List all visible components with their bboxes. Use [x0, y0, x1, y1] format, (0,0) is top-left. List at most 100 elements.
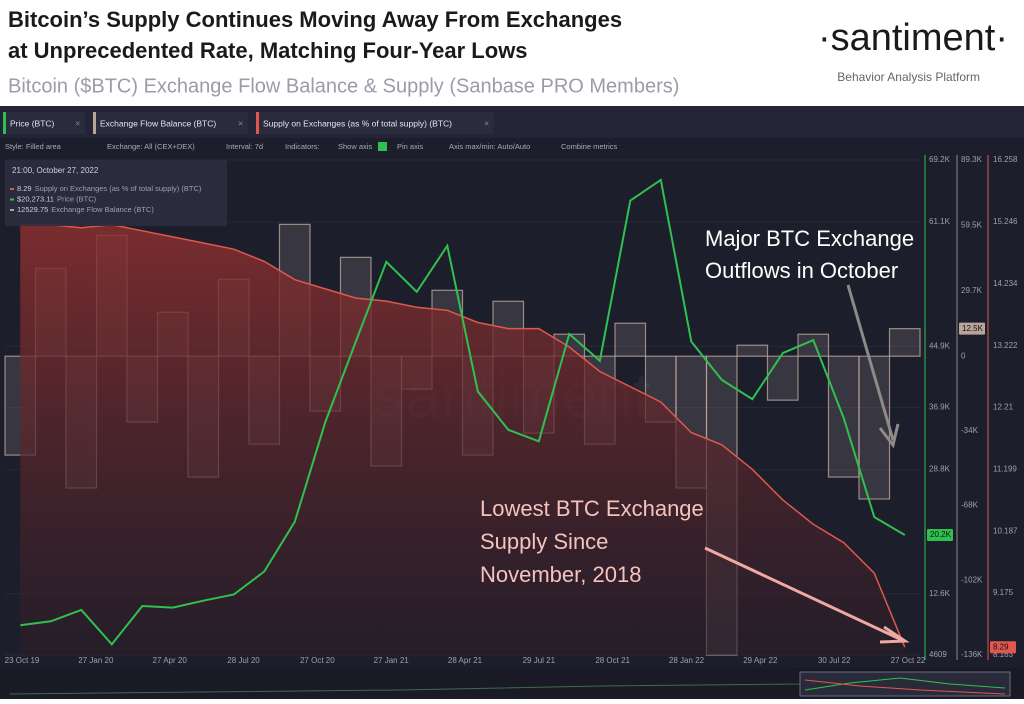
navigator-supply	[804, 679, 1006, 695]
flow-bar	[888, 328, 921, 357]
price-line	[20, 178, 906, 646]
x-tick-label: 30 Jul 22	[818, 656, 851, 665]
x-tick-label: 28 Jul 20	[227, 656, 260, 665]
tooltip-line: $20,273.11 Price (BTC)	[17, 194, 97, 203]
header-bg	[0, 0, 1024, 105]
y-tick-label: 4609	[929, 650, 947, 659]
y-tick-label: -68K	[961, 501, 979, 510]
annotation-text: Supply Since	[480, 529, 608, 554]
tooltip-name: Price (BTC)	[57, 194, 97, 203]
legend-swatch	[3, 112, 6, 134]
tooltip-value: 12529.75	[17, 205, 48, 214]
toolbar-item[interactable]: Pin axis	[397, 142, 424, 151]
y-tick-label: 69.2K	[929, 155, 951, 164]
legend-swatch	[93, 112, 96, 134]
legend-tab[interactable]	[93, 112, 248, 134]
y-tick-label: 59.5K	[961, 221, 983, 230]
flow-bar	[614, 322, 647, 357]
tooltip-time: 21:00, October 27, 2022	[12, 166, 99, 175]
y-tick-label: 13.222	[993, 341, 1018, 350]
tab-close: ×	[75, 118, 80, 128]
current-tag	[927, 528, 953, 541]
checkbox[interactable]	[378, 142, 387, 151]
brand: ·santiment·	[818, 17, 1008, 59]
y-tick-label: 0	[961, 351, 966, 360]
y-tick-label: 44.9K	[929, 341, 951, 350]
y-tick-label: 16.258	[993, 155, 1018, 164]
toolbar-item[interactable]: Exchange: All (CEX+DEX)	[107, 142, 195, 151]
flow-bar	[797, 333, 830, 357]
flow-bar	[736, 344, 769, 357]
y-tick-label: 61.1K	[929, 217, 951, 226]
tooltip-name: Exchange Flow Balance (BTC)	[51, 205, 154, 214]
navigator-window[interactable]	[799, 671, 1011, 697]
current-tag-label: 20.2K	[930, 530, 952, 539]
y-tick-label: -136K	[961, 650, 983, 659]
x-tick-label: 28 Apr 21	[448, 656, 483, 665]
tooltip-line: 8.29 Supply on Exchanges (as % of total s…	[17, 184, 202, 193]
x-tick-label: 29 Apr 22	[743, 656, 778, 665]
supply-area	[20, 224, 905, 655]
toolbar-item[interactable]: Indicators:	[285, 142, 320, 151]
x-tick-label: 27 Oct 20	[300, 656, 335, 665]
y-tick-label: 36.9K	[929, 403, 951, 412]
navigator-price	[804, 677, 1006, 691]
legend-label: Supply on Exchanges (as % of total suppl…	[263, 118, 452, 128]
y-tick-label: 9.175	[993, 588, 1014, 597]
current-tag-label: 8.29	[993, 642, 1009, 651]
header: Bitcoin’s Supply Continues Moving Away F…	[8, 7, 1008, 97]
legend-label: Price (BTC)	[10, 118, 55, 128]
y-tick-label: 11.199	[993, 464, 1017, 473]
y-tick-label: -34K	[961, 426, 979, 435]
flow-bar	[766, 355, 799, 401]
x-tick-label: 23 Oct 19	[5, 656, 40, 665]
x-tick-label: 27 Jan 20	[78, 656, 114, 665]
y-tick-label: 12.21	[993, 403, 1014, 412]
title-line: Bitcoin’s Supply Continues Moving Away F…	[8, 7, 622, 32]
ui: Price (BTC) × Exchange Flow Balance (BTC) ×…	[3, 112, 618, 226]
tab-close: ×	[238, 118, 243, 128]
legend-swatch	[256, 112, 259, 134]
y-tick-label: 29.7K	[961, 286, 983, 295]
annotation-text: November, 2018	[480, 562, 641, 587]
current-tag-label: 12.5K	[962, 324, 984, 333]
y-tick-label: 15.246	[993, 217, 1018, 226]
annotation-text: Lowest BTC Exchange	[480, 496, 704, 521]
x-tick-label: 27 Oct 22	[891, 656, 926, 665]
current-tag	[959, 322, 985, 335]
x-tick-label: 28 Oct 21	[595, 656, 630, 665]
tab-close: ×	[484, 118, 489, 128]
y-tick-label: 28.8K	[929, 465, 951, 474]
x-tick-label: 27 Jan 21	[374, 656, 410, 665]
tooltip-value: 8.29	[17, 184, 32, 193]
annotation-text: Major BTC Exchange	[705, 226, 914, 251]
tooltip-name: Supply on Exchanges (as % of total suppl…	[35, 184, 202, 193]
toolbar-item[interactable]: Axis max/min: Auto/Auto	[449, 142, 530, 151]
toolbar-item[interactable]: Style: Filled area	[5, 142, 62, 151]
tooltip-swatch	[10, 198, 14, 201]
y-tick-label: 8.163	[993, 650, 1014, 659]
tooltip-swatch	[10, 188, 14, 190]
current-tag	[990, 641, 1016, 654]
annotation-text: Outflows in October	[705, 258, 898, 283]
x-tick-label: 29 Jul 21	[523, 656, 556, 665]
tooltip-bg	[5, 160, 227, 226]
toolbar-item[interactable]: Show axis	[338, 142, 372, 151]
y-tick-label: 10.187	[993, 526, 1018, 535]
y-tick-label: -102K	[961, 575, 983, 584]
y-tick-label: 14.234	[993, 279, 1018, 288]
toolbar-item[interactable]: Interval: 7d	[226, 142, 263, 151]
tooltip-line: 12529.75 Exchange Flow Balance (BTC)	[17, 205, 154, 214]
legend-tab[interactable]	[256, 112, 494, 134]
tooltip-value: $20,273.11	[17, 194, 54, 203]
toolbar-item[interactable]: Combine metrics	[561, 142, 618, 151]
tagline: Behavior Analysis Platform	[837, 70, 980, 84]
subtitle: Bitcoin ($BTC) Exchange Flow Balance & S…	[8, 75, 679, 97]
legend-tab[interactable]	[3, 112, 85, 134]
y-tick-label: 89.3K	[961, 155, 983, 164]
x-tick-label: 27 Apr 20	[153, 656, 188, 665]
annotation-arrow	[704, 546, 910, 644]
y-tick-label: 12.6K	[929, 589, 951, 598]
